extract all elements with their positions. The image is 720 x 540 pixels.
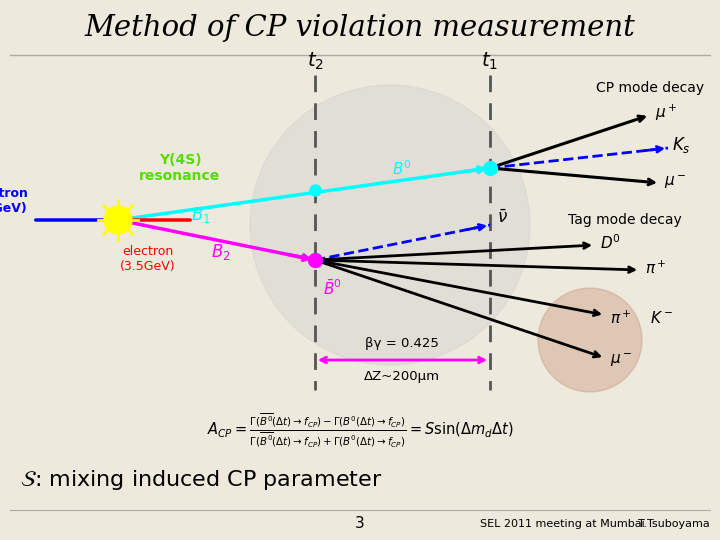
Text: $\mu^+$: $\mu^+$ <box>655 103 678 123</box>
Text: βγ = 0.425: βγ = 0.425 <box>365 337 439 350</box>
Text: CP mode decay: CP mode decay <box>596 81 704 95</box>
Text: $A_{CP} = \frac{\Gamma(\overline{B^0}(\Delta t)\to f_{CP})-\Gamma(B^0(\Delta t)\: $A_{CP} = \frac{\Gamma(\overline{B^0}(\D… <box>207 411 513 449</box>
Text: ΔZ~200μm: ΔZ~200μm <box>364 370 440 383</box>
Text: $\mu^-$: $\mu^-$ <box>664 173 686 191</box>
Text: T.Tsuboyama: T.Tsuboyama <box>638 519 710 529</box>
Text: 3: 3 <box>355 516 365 531</box>
Circle shape <box>250 85 530 365</box>
Text: Tag mode decay: Tag mode decay <box>568 213 682 227</box>
Text: electron
(8GeV): electron (8GeV) <box>0 187 28 215</box>
Text: $K_s$: $K_s$ <box>672 135 690 155</box>
Text: $B_1$: $B_1$ <box>191 205 211 225</box>
Text: $K^-$: $K^-$ <box>650 310 673 326</box>
Text: $B^0$: $B^0$ <box>392 160 412 178</box>
Text: Y(4S)
resonance: Y(4S) resonance <box>140 153 220 183</box>
Text: $\mathcal{S}$: mixing induced CP parameter: $\mathcal{S}$: mixing induced CP paramet… <box>20 468 382 492</box>
Text: $t_1$: $t_1$ <box>482 51 498 72</box>
Text: $D^0$: $D^0$ <box>600 234 621 252</box>
Text: $\bar{\nu}$: $\bar{\nu}$ <box>497 209 508 227</box>
Circle shape <box>104 206 132 234</box>
Text: $\pi^+$: $\pi^+$ <box>645 259 667 276</box>
Text: $\mu^-$: $\mu^-$ <box>610 351 632 369</box>
Text: electron
(3.5GeV): electron (3.5GeV) <box>120 245 176 273</box>
Text: $\bar{B}^0$: $\bar{B}^0$ <box>323 279 342 298</box>
Text: $B_2$: $B_2$ <box>211 242 231 262</box>
Text: SEL 2011 meeting at Mumbai: SEL 2011 meeting at Mumbai <box>480 519 644 529</box>
Text: Method of CP violation measurement: Method of CP violation measurement <box>84 14 636 42</box>
Circle shape <box>538 288 642 392</box>
Text: $t_2$: $t_2$ <box>307 51 323 72</box>
Text: $\pi^+$: $\pi^+$ <box>610 309 631 327</box>
